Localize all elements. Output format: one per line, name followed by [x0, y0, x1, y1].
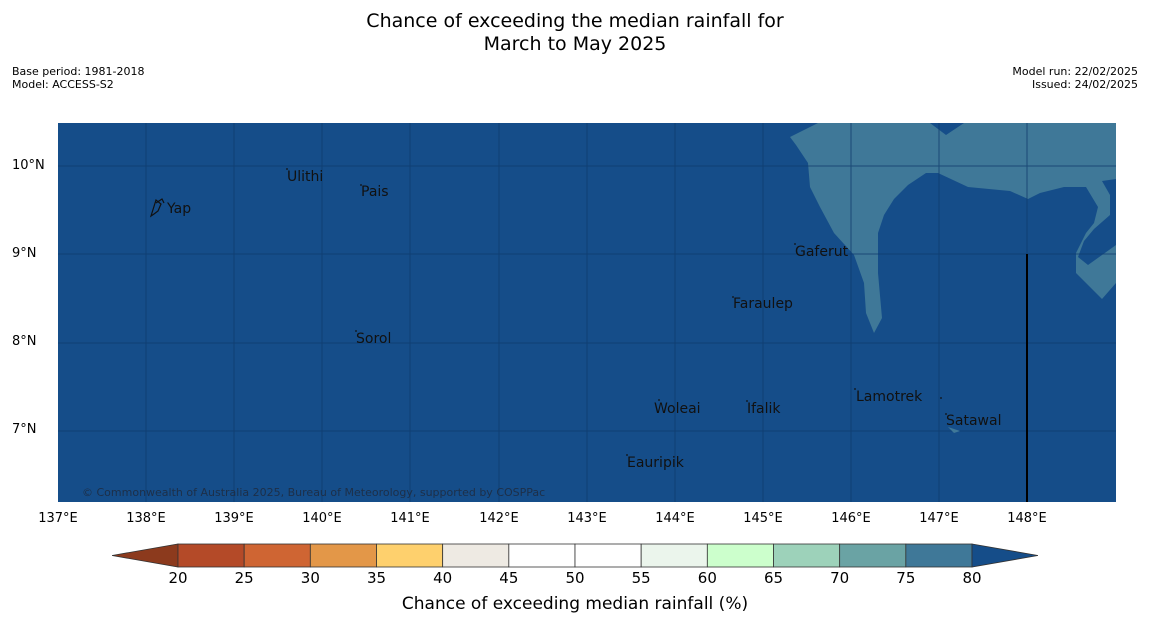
small-islet-marker: [940, 397, 942, 399]
colorbar-segment-55-60: [640, 543, 708, 568]
place-eauripik: Eauripik: [627, 455, 685, 471]
lon-label-139e: 139°E: [214, 511, 254, 526]
colorbar-segment-60-65: [706, 543, 774, 568]
colorbar-tick-40: 40: [433, 569, 453, 587]
colorbar-tick-30: 30: [300, 569, 320, 587]
graticule: [58, 123, 1116, 502]
colorbar-tick-60: 60: [697, 569, 717, 587]
colorbar-title: Chance of exceeding median rainfall (%): [401, 594, 749, 614]
colorbar-tick-25: 25: [234, 569, 254, 587]
island-markers: [286, 168, 947, 456]
base-period-text: Base period: 1981-2018: [12, 65, 145, 78]
place-yap: Yap: [166, 201, 191, 217]
faraulep-marker: [732, 296, 734, 298]
pais-marker: [360, 184, 362, 186]
lamotrek-marker: [854, 388, 856, 390]
map-panel[interactable]: Yap Ulithi Pais Gaferut Faraulep Sorol L…: [58, 123, 1116, 502]
place-ifalik: Ifalik: [747, 401, 781, 417]
lon-label-138e: 138°E: [126, 511, 166, 526]
place-pais: Pais: [361, 184, 389, 200]
lon-label-147e: 147°E: [919, 511, 959, 526]
gaferut-marker: [794, 243, 796, 245]
model-run-text: Model run: 22/02/2025: [1012, 65, 1138, 78]
colorbar-segment-25-30: [243, 543, 311, 568]
lon-label-145e: 145°E: [743, 511, 783, 526]
colorbar-graphic: [111, 543, 1039, 568]
colorbar-segment-30-35: [309, 543, 377, 568]
place-lamotrek: Lamotrek: [856, 389, 923, 405]
colorbar-segment-75-80: [905, 543, 973, 568]
lighter-probability-region: [790, 123, 1116, 333]
meta-left: Base period: 1981-2018 Model: ACCESS-S2: [12, 65, 144, 91]
map-title: Chance of exceeding the median rainfall …: [0, 10, 1150, 56]
colorbar-tick-70: 70: [830, 569, 850, 587]
sorol-marker: [355, 330, 357, 332]
place-satawal: Satawal: [946, 413, 1001, 429]
colorbar-tick-75: 75: [896, 569, 916, 587]
lat-label-10n: 10°N: [12, 158, 45, 173]
colorbar-segment-65-70: [773, 543, 841, 568]
colorbar-segment-20-25: [177, 543, 245, 568]
colorbar-tick-45: 45: [499, 569, 519, 587]
colorbar-tick-55: 55: [631, 569, 651, 587]
colorbar-segment-35-40: [376, 543, 444, 568]
lat-label-9n: 9°N: [12, 246, 37, 261]
colorbar-segment-40-45: [442, 543, 510, 568]
lon-label-144e: 144°E: [655, 511, 695, 526]
map-canvas: Yap Ulithi Pais Gaferut Faraulep Sorol L…: [58, 123, 1116, 502]
yap-island-shape: [149, 198, 165, 218]
title-line-1: Chance of exceeding the median rainfall …: [366, 10, 784, 32]
colorbar-segment-50-55: [574, 543, 642, 568]
colorbar-tick-20: 20: [168, 569, 188, 587]
lon-label-142e: 142°E: [479, 511, 519, 526]
colorbar-tick-35: 35: [366, 569, 387, 587]
model-text: Model: ACCESS-S2: [12, 78, 114, 91]
lon-label-141e: 141°E: [390, 511, 430, 526]
lat-label-8n: 8°N: [12, 334, 37, 349]
place-ulithi: Ulithi: [287, 169, 323, 185]
colorbar-tick-50: 50: [565, 569, 585, 587]
colorbar: [111, 540, 1039, 572]
satawal-marker: [945, 413, 947, 415]
place-sorol: Sorol: [356, 331, 391, 347]
place-faraulep: Faraulep: [733, 296, 793, 312]
title-line-2: March to May 2025: [483, 33, 667, 55]
issued-text: Issued: 24/02/2025: [1031, 78, 1138, 91]
eauripik-marker: [626, 454, 628, 456]
place-woleai: Woleai: [654, 401, 701, 417]
colorbar-tick-65: 65: [763, 569, 784, 587]
satawal-shallow-patch: [948, 427, 960, 433]
colorbar-extend-high: [971, 543, 1039, 568]
lon-label-137e: 137°E: [38, 511, 78, 526]
meta-right: Model run: 22/02/2025 Issued: 24/02/2025: [1012, 65, 1138, 91]
woleai-marker: [658, 399, 660, 401]
colorbar-segment-70-75: [839, 543, 907, 568]
lon-label-143e: 143°E: [567, 511, 607, 526]
place-gaferut: Gaferut: [795, 244, 849, 260]
lat-label-7n: 7°N: [12, 422, 37, 437]
lon-label-148e: 148°E: [1007, 511, 1047, 526]
colorbar-tick-80: 80: [962, 569, 982, 587]
lon-label-146e: 146°E: [831, 511, 871, 526]
lon-label-140e: 140°E: [302, 511, 342, 526]
colorbar-segment-45-50: [508, 543, 576, 568]
ulithi-marker: [286, 168, 288, 170]
ifalik-marker: [746, 400, 748, 402]
copyright-notice: © Commonwealth of Australia 2025, Bureau…: [82, 486, 545, 499]
colorbar-extend-low: [111, 543, 179, 568]
